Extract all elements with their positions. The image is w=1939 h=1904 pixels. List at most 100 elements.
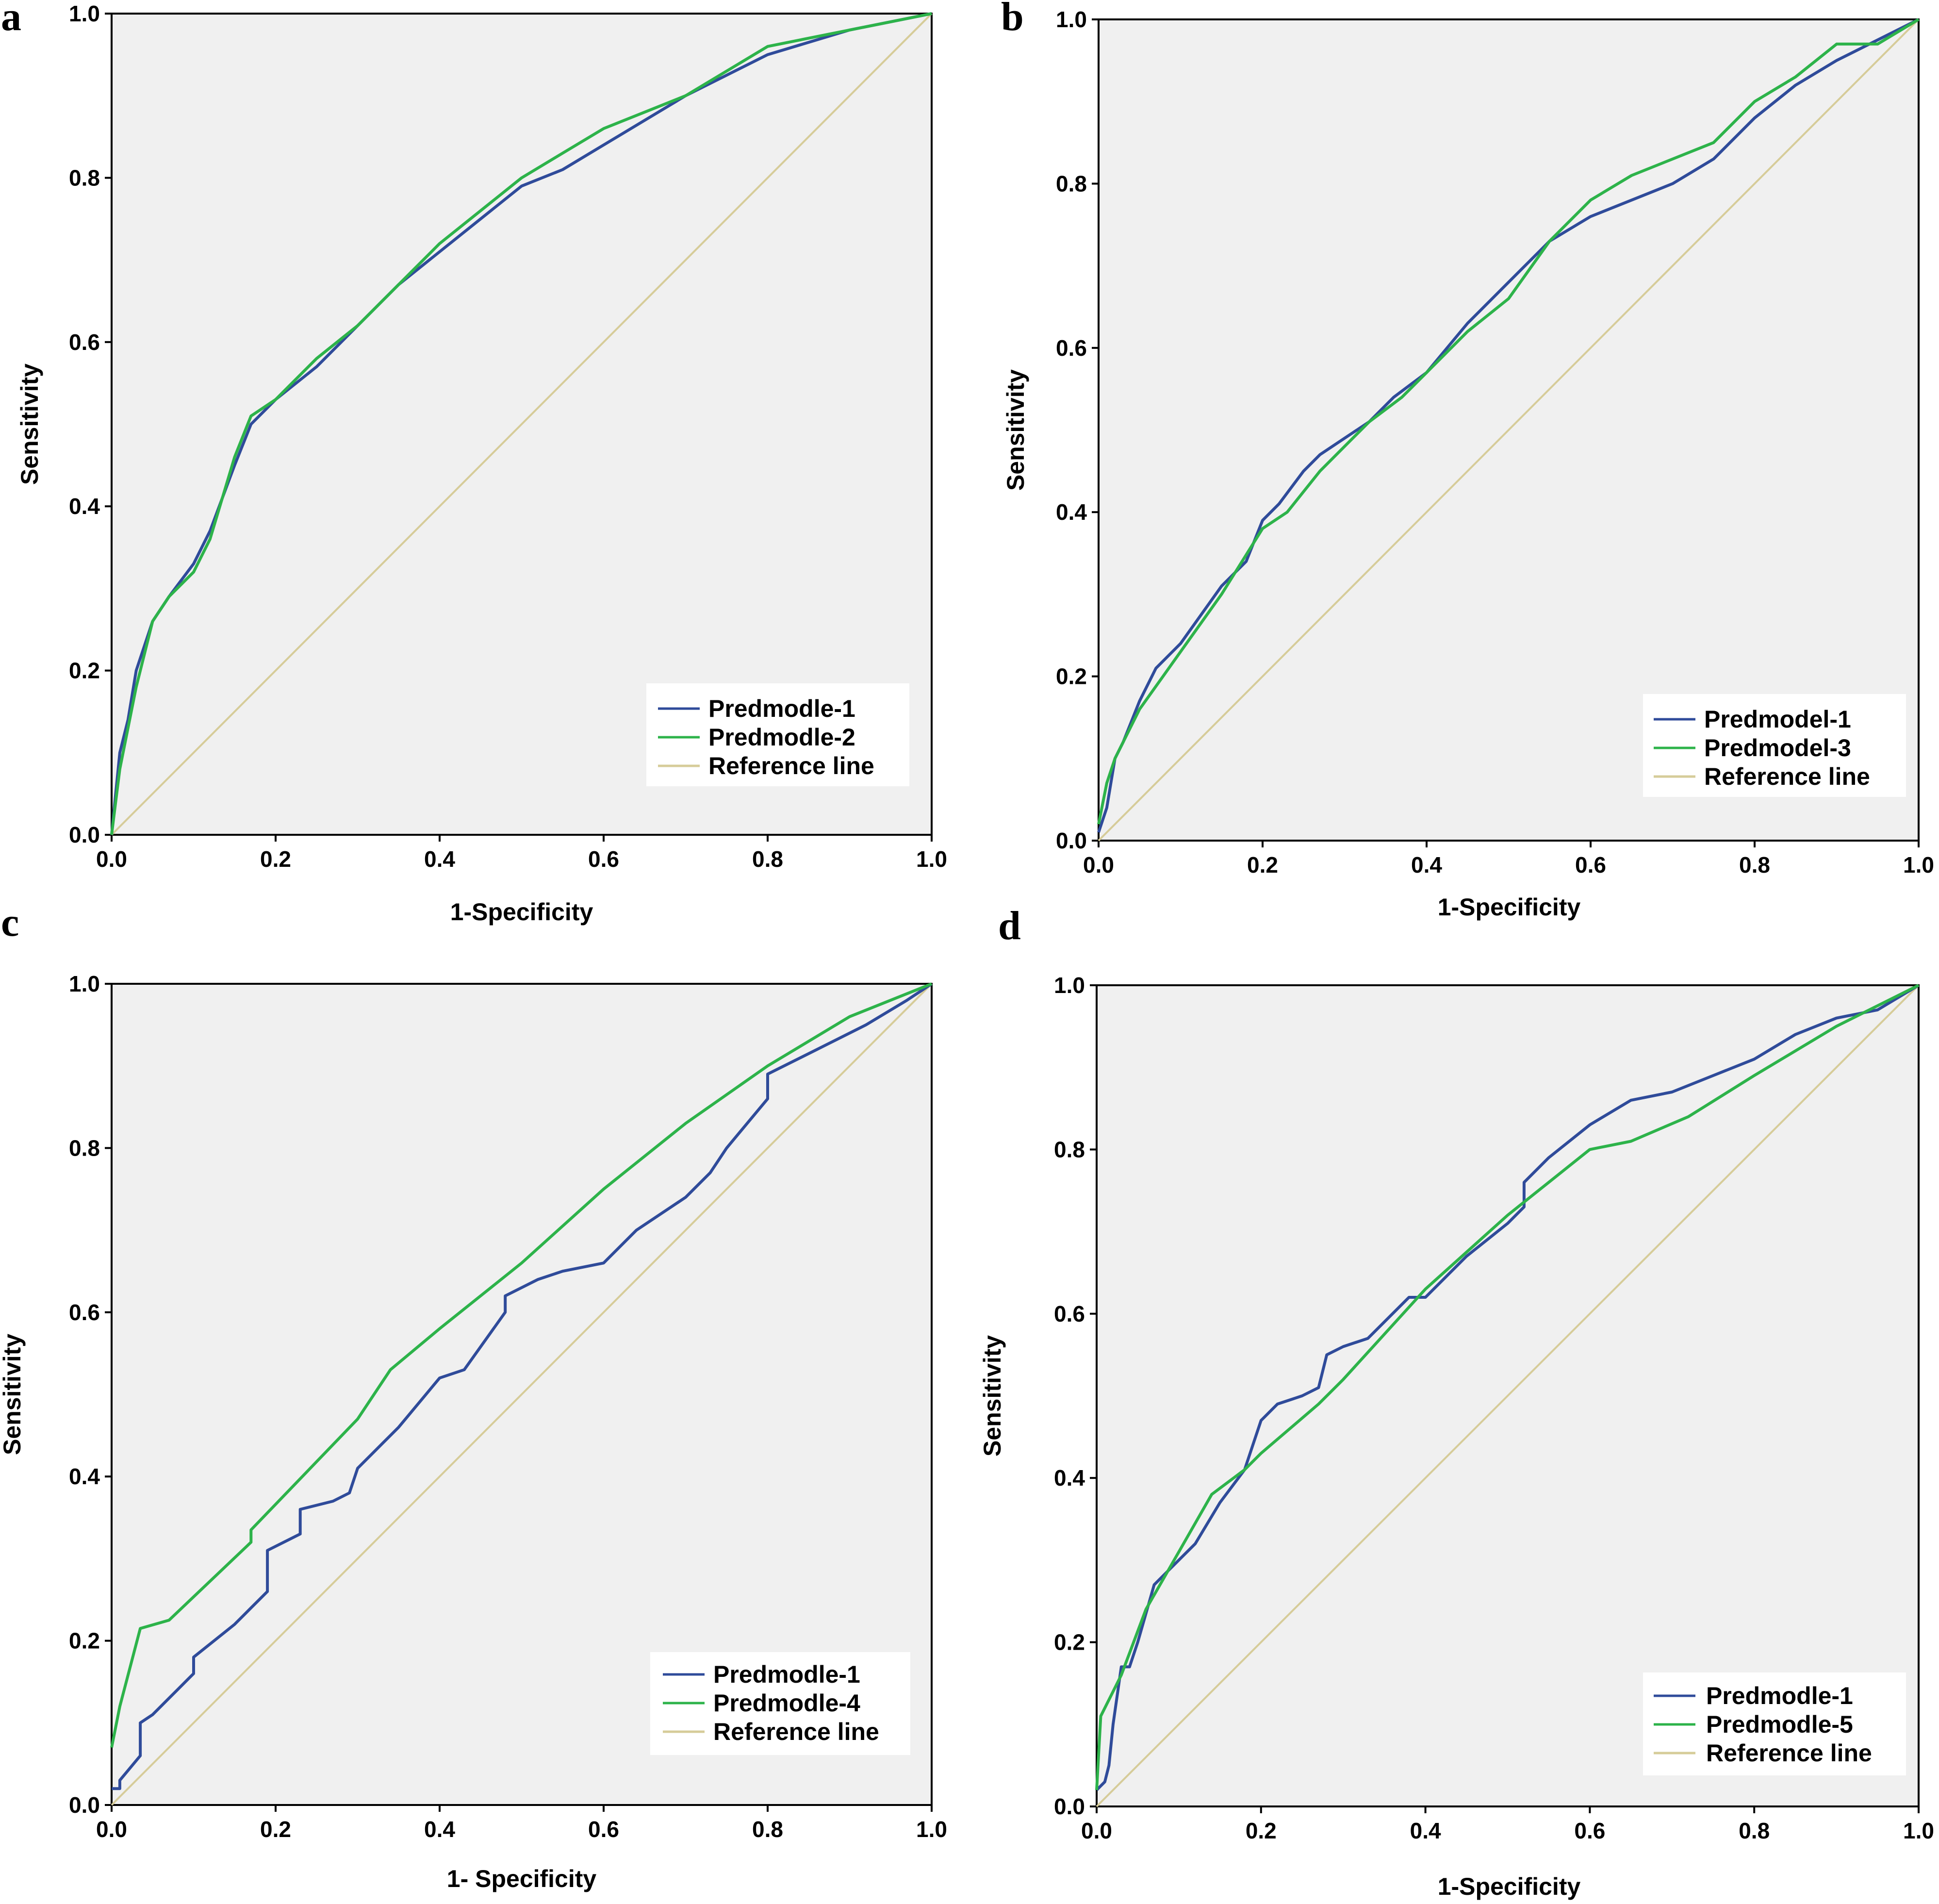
series-line-a-reference-line bbox=[111, 13, 933, 836]
panel-label-d: d bbox=[998, 903, 1021, 948]
panel-label-a: a bbox=[1, 0, 21, 39]
x-tick-label-d-1: 0.2 bbox=[1246, 1818, 1277, 1843]
x-tick-label-a-3: 0.6 bbox=[588, 846, 619, 872]
series-line-c-predmodle-1 bbox=[112, 982, 933, 1790]
legend-label-d-1: Predmodle-1 bbox=[1706, 1682, 1853, 1709]
x-tick-label-c-0: 0.0 bbox=[96, 1817, 127, 1842]
y-tick-label-b-1: 0.2 bbox=[1056, 664, 1087, 689]
y-tick-label-a-5: 1.0 bbox=[69, 1, 100, 26]
lines-c bbox=[110, 982, 933, 1806]
series-line-b-predmodel-1 bbox=[1097, 18, 1920, 833]
lines-b bbox=[1097, 18, 1920, 842]
series-line-c-reference-line bbox=[111, 983, 933, 1806]
y-tick-label-c-0: 0.0 bbox=[69, 1792, 100, 1818]
x-tick-label-c-3: 0.6 bbox=[588, 1817, 619, 1842]
y-tick-label-c-5: 1.0 bbox=[69, 971, 100, 996]
y-tick-label-d-1: 0.2 bbox=[1054, 1630, 1085, 1655]
y-tick-label-a-0: 0.0 bbox=[69, 822, 100, 847]
x-tick-label-c-5: 1.0 bbox=[916, 1817, 947, 1842]
series-line-d-predmodle-5 bbox=[1095, 984, 1920, 1790]
y-tick-label-d-4: 0.8 bbox=[1054, 1137, 1085, 1162]
x-tick-label-a-2: 0.4 bbox=[424, 846, 455, 872]
y-axis-title-a: Sensitivity bbox=[16, 364, 43, 485]
y-tick-label-a-3: 0.6 bbox=[69, 330, 100, 355]
x-tick-label-b-3: 0.6 bbox=[1575, 852, 1606, 877]
x-tick-label-c-1: 0.2 bbox=[260, 1817, 291, 1842]
legend-b: Predmodel-1 Predmodel-3 Reference line bbox=[1643, 694, 1906, 797]
y-axis-title-d: Sensitivity bbox=[979, 1335, 1006, 1457]
x-axis-title-a: 1-Specificity bbox=[450, 898, 593, 926]
legend-label-b-1: Predmodel-1 bbox=[1704, 706, 1851, 733]
legend-label-a-3: Reference line bbox=[708, 752, 874, 779]
legend-label-c-1: Predmodle-1 bbox=[713, 1661, 860, 1688]
y-tick-label-a-1: 0.2 bbox=[69, 658, 100, 683]
x-tick-label-d-5: 1.0 bbox=[1903, 1818, 1934, 1843]
y-tick-label-b-3: 0.6 bbox=[1056, 335, 1087, 361]
x-tick-label-b-4: 0.8 bbox=[1739, 852, 1770, 877]
ticks-c: 0.0 0.2 0.4 0.6 0.8 1.0 0.0 0.2 0.4 0.6 0.8 1.0 bbox=[69, 971, 947, 1842]
x-tick-label-a-1: 0.2 bbox=[260, 846, 291, 872]
legend-label-a-2: Predmodle-2 bbox=[708, 724, 855, 751]
panel-d: d 0.0 0.2 0.4 0.6 0.8 1.0 0.0 0.2 0.4 0.6 0.8 1.0 1… bbox=[979, 903, 1934, 1900]
legend-label-c-2: Predmodle-4 bbox=[713, 1689, 860, 1717]
y-tick-label-c-2: 0.4 bbox=[69, 1464, 100, 1489]
x-tick-label-a-0: 0.0 bbox=[96, 846, 127, 872]
x-tick-label-d-2: 0.4 bbox=[1410, 1818, 1441, 1843]
y-tick-label-d-2: 0.4 bbox=[1054, 1465, 1085, 1490]
series-line-d-reference-line bbox=[1096, 984, 1920, 1807]
panel-b: b 0.0 0.2 0.4 0.6 0.8 1.0 0.0 0.2 0.4 0.6 0.8 1.0 1… bbox=[1001, 0, 1934, 921]
x-tick-label-d-0: 0.0 bbox=[1081, 1818, 1112, 1843]
legend-d: Predmodle-1 Predmodle-5 Reference line bbox=[1643, 1672, 1906, 1775]
panel-label-c: c bbox=[1, 900, 19, 945]
y-tick-label-d-3: 0.6 bbox=[1054, 1301, 1085, 1326]
legend-label-b-2: Predmodel-3 bbox=[1704, 734, 1851, 762]
y-tick-label-d-0: 0.0 bbox=[1054, 1794, 1085, 1819]
x-tick-label-b-2: 0.4 bbox=[1411, 852, 1442, 877]
panel-c: c 0.0 0.2 0.4 0.6 0.8 1.0 0.0 0.2 0.4 0.6 0.8 1.0 1… bbox=[0, 900, 947, 1892]
y-tick-label-b-2: 0.4 bbox=[1056, 499, 1087, 525]
ticks-a: 0.0 0.2 0.4 0.6 0.8 1.0 0.0 0.2 0.4 0.6 0.8 1.0 bbox=[69, 1, 947, 872]
y-tick-label-b-5: 1.0 bbox=[1056, 7, 1087, 32]
series-line-d-predmodle-1 bbox=[1095, 984, 1920, 1791]
y-tick-label-c-4: 0.8 bbox=[69, 1135, 100, 1160]
lines-d bbox=[1095, 984, 1920, 1807]
y-tick-label-b-4: 0.8 bbox=[1056, 171, 1087, 196]
x-tick-label-d-4: 0.8 bbox=[1739, 1818, 1770, 1843]
panel-a: a 0.0 0.2 0.4 0.6 0.8 1.0 0.0 0.2 0.4 0.6 0.8 1.0 1… bbox=[1, 0, 947, 926]
x-tick-label-b-0: 0.0 bbox=[1083, 852, 1114, 877]
y-axis-title-c: Sensitivity bbox=[0, 1334, 26, 1455]
legend-box-b bbox=[1643, 694, 1906, 797]
y-tick-label-a-4: 0.8 bbox=[69, 165, 100, 190]
x-tick-label-b-1: 0.2 bbox=[1247, 852, 1278, 877]
y-tick-label-d-5: 1.0 bbox=[1054, 973, 1085, 998]
y-tick-label-c-3: 0.6 bbox=[69, 1300, 100, 1325]
y-tick-label-a-2: 0.4 bbox=[69, 494, 100, 519]
y-axis-title-b: Sensitivity bbox=[1002, 369, 1029, 491]
legend-c: Predmodle-1 Predmodle-4 Reference line bbox=[650, 1652, 910, 1755]
x-axis-title-b: 1-Specificity bbox=[1438, 894, 1581, 921]
series-line-c-predmodle-4 bbox=[110, 982, 933, 1748]
ticks-b: 0.0 0.2 0.4 0.6 0.8 1.0 0.0 0.2 0.4 0.6 0.8 1.0 bbox=[1056, 7, 1934, 877]
y-tick-label-c-1: 0.2 bbox=[69, 1628, 100, 1654]
x-tick-label-a-4: 0.8 bbox=[752, 846, 783, 872]
x-axis-title-c: 1- Specificity bbox=[447, 1865, 597, 1892]
x-tick-label-c-4: 0.8 bbox=[752, 1817, 783, 1842]
x-tick-label-c-2: 0.4 bbox=[424, 1817, 455, 1842]
series-line-b-predmodel-3 bbox=[1097, 18, 1920, 825]
x-tick-label-b-5: 1.0 bbox=[1903, 852, 1934, 877]
legend-label-d-3: Reference line bbox=[1706, 1739, 1872, 1767]
legend-label-d-2: Predmodle-5 bbox=[1706, 1711, 1853, 1738]
legend-a: Predmodle-1 Predmodle-2 Reference line bbox=[646, 683, 909, 786]
legend-label-b-3: Reference line bbox=[1704, 763, 1870, 790]
lines-a bbox=[110, 12, 933, 836]
series-line-b-reference-line bbox=[1098, 18, 1920, 842]
x-tick-label-d-3: 0.6 bbox=[1574, 1818, 1605, 1843]
panel-label-b: b bbox=[1001, 0, 1024, 39]
legend-label-c-3: Reference line bbox=[713, 1718, 879, 1745]
ticks-d: 0.0 0.2 0.4 0.6 0.8 1.0 0.0 0.2 0.4 0.6 0.8 1.0 bbox=[1054, 973, 1934, 1843]
legend-label-a-1: Predmodle-1 bbox=[708, 695, 855, 722]
y-tick-label-b-0: 0.0 bbox=[1056, 828, 1087, 853]
legend-box-a bbox=[646, 683, 909, 786]
x-axis-title-d: 1-Specificity bbox=[1438, 1873, 1581, 1900]
